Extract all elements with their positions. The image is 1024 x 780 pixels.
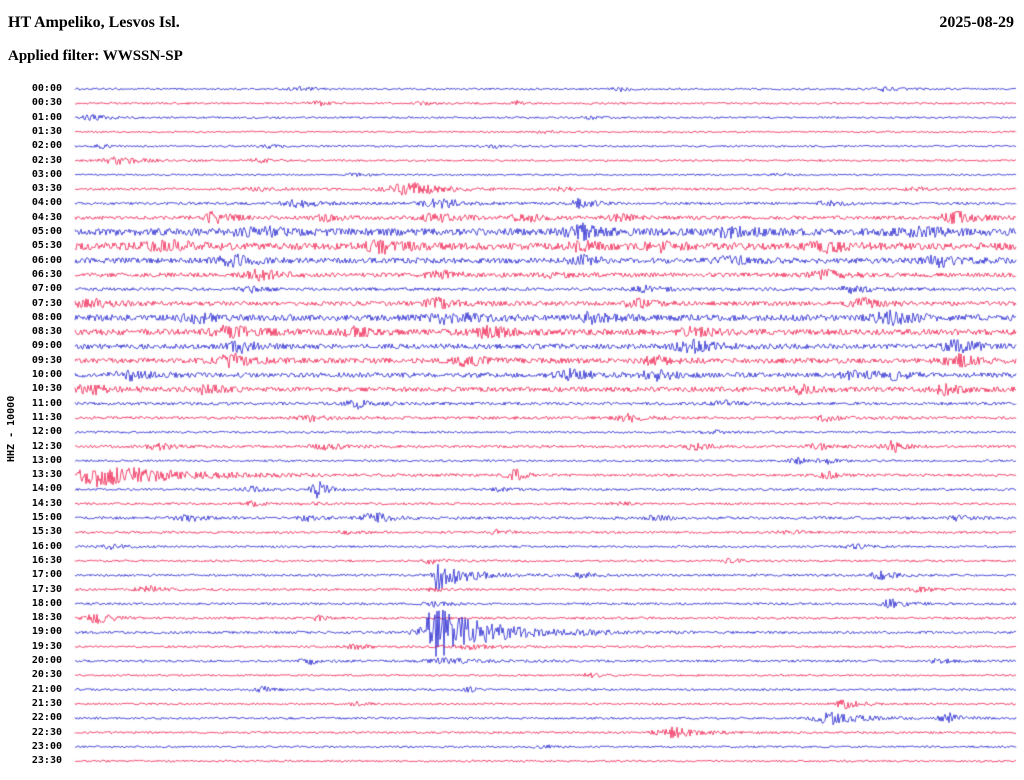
time-label: 17:30 xyxy=(31,583,62,595)
time-label: 14:00 xyxy=(31,483,62,495)
time-label: 09:00 xyxy=(31,340,62,352)
time-label: 04:30 xyxy=(31,211,62,223)
time-label: 07:30 xyxy=(31,297,62,309)
time-label: 12:30 xyxy=(31,440,62,452)
time-label: 08:00 xyxy=(31,311,62,323)
time-label: 02:30 xyxy=(31,154,62,166)
time-label: 05:00 xyxy=(31,226,62,237)
time-label: 22:30 xyxy=(31,726,62,738)
time-label: 15:00 xyxy=(31,512,62,523)
time-label: 01:30 xyxy=(31,125,62,137)
station-title: HT Ampeliko, Lesvos Isl. xyxy=(8,14,180,31)
time-label: 04:00 xyxy=(31,197,62,209)
time-label: 19:30 xyxy=(31,640,62,652)
time-label: 13:00 xyxy=(31,454,62,466)
time-label: 03:00 xyxy=(31,168,62,180)
time-labels: 00:00 00:30 01:00 01:30 02:00 02:30 03:00 03:30… xyxy=(0,0,64,780)
time-label: 18:00 xyxy=(31,597,62,609)
time-label: 20:30 xyxy=(31,669,62,681)
time-label: 02:00 xyxy=(31,140,62,152)
date-label: 2025-08-29 xyxy=(939,14,1014,31)
time-label: 14:30 xyxy=(31,497,62,509)
time-label: 06:00 xyxy=(31,254,62,266)
time-label: 10:00 xyxy=(31,369,62,380)
time-label: 13:30 xyxy=(31,469,62,481)
time-label: 23:30 xyxy=(31,755,62,767)
time-label: 07:00 xyxy=(31,283,62,295)
time-label: 06:30 xyxy=(31,268,62,280)
time-label: 22:00 xyxy=(31,712,62,724)
time-label: 08:30 xyxy=(31,326,62,338)
filter-label: Applied filter: WWSSN-SP xyxy=(8,48,183,64)
time-label: 10:30 xyxy=(31,383,62,395)
time-label: 03:30 xyxy=(31,183,62,195)
time-label: 11:30 xyxy=(31,411,62,423)
time-label: 00:30 xyxy=(31,97,62,109)
time-label: 21:00 xyxy=(31,683,62,695)
time-label: 18:30 xyxy=(31,612,62,624)
time-label: 05:30 xyxy=(31,240,62,252)
time-label: 00:00 xyxy=(31,83,62,94)
time-label: 09:30 xyxy=(31,354,62,366)
time-label: 21:30 xyxy=(31,697,62,709)
time-label: 17:00 xyxy=(31,569,62,581)
time-label: 16:30 xyxy=(31,554,62,566)
time-label: 15:30 xyxy=(31,526,62,538)
time-label: 12:00 xyxy=(31,426,62,438)
time-label: 11:00 xyxy=(31,397,62,409)
time-label: 23:00 xyxy=(31,740,62,752)
time-label: 16:00 xyxy=(31,540,62,552)
time-label: 19:00 xyxy=(31,626,62,638)
time-label: 01:00 xyxy=(31,111,62,123)
time-label: 20:00 xyxy=(31,655,62,666)
